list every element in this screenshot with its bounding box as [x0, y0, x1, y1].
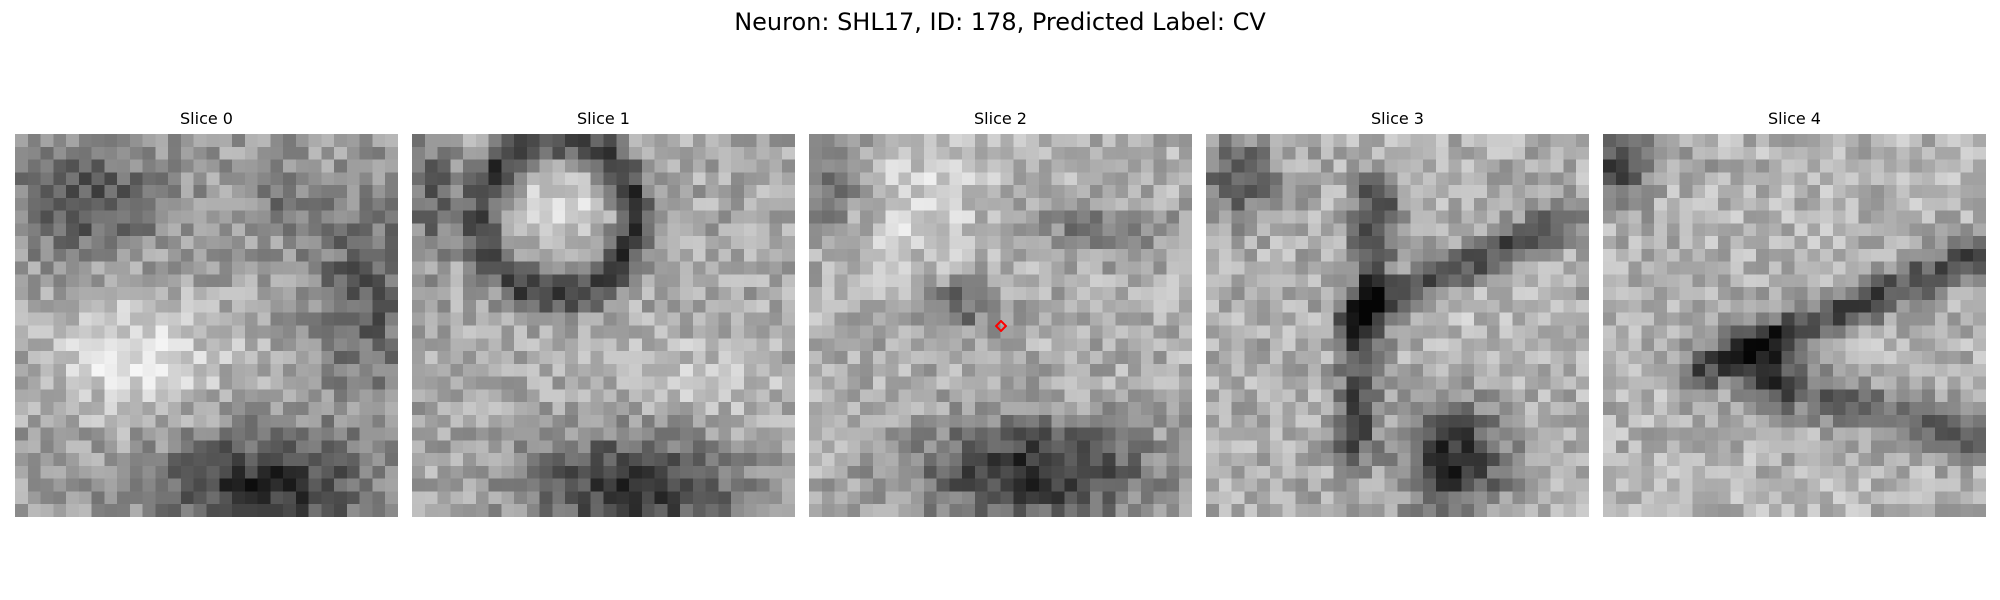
slice-panel-4: Slice 4: [1603, 108, 1986, 518]
slice-image: [412, 134, 795, 517]
slice-panel-1: Slice 1: [412, 108, 795, 518]
slice-image: [15, 134, 398, 517]
slice-title: Slice 4: [1768, 109, 1821, 128]
slice-image: [1206, 134, 1589, 517]
slice-title: Slice 1: [577, 109, 630, 128]
slice-title: Slice 0: [180, 109, 233, 128]
slice-image: [809, 134, 1192, 517]
slice-panel-3: Slice 3: [1206, 108, 1589, 518]
figure-title: Neuron: SHL17, ID: 178, Predicted Label:…: [734, 8, 1266, 36]
slice-title: Slice 3: [1371, 109, 1424, 128]
slice-panel-0: Slice 0: [15, 108, 398, 518]
slice-title: Slice 2: [974, 109, 1027, 128]
slice-panel-2: Slice 2: [809, 108, 1192, 518]
slice-image: [1603, 134, 1986, 517]
